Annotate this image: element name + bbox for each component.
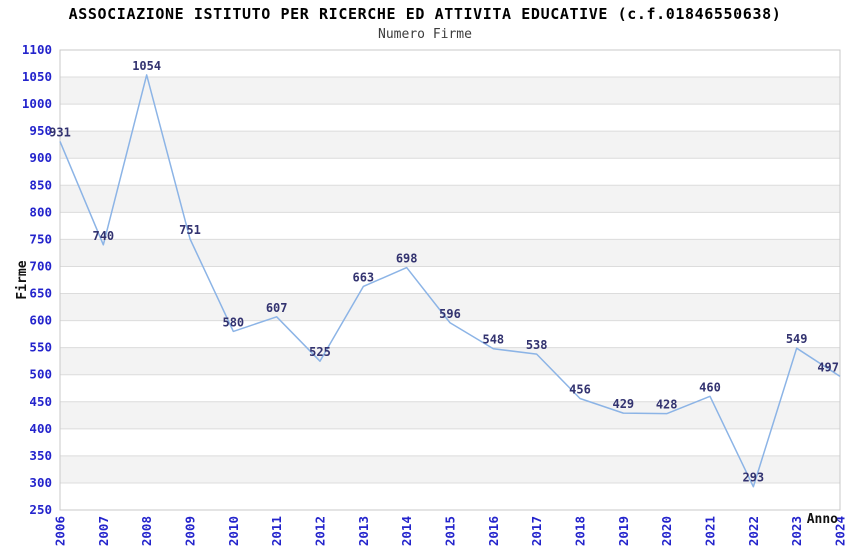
y-tick-label: 900 [29,150,52,165]
y-tick-label: 1100 [22,42,52,57]
y-tick-label: 250 [29,502,52,517]
y-tick-label: 800 [29,204,52,219]
data-label: 497 [817,360,839,374]
data-label: 293 [742,471,764,485]
data-label: 460 [699,380,721,394]
y-tick-label: 750 [29,231,52,246]
x-tick-label: 2013 [356,516,371,546]
x-tick-label: 2020 [659,516,674,546]
x-tick-label: 2023 [789,516,804,546]
x-tick-label: 2015 [443,516,458,546]
chart-subtitle: Numero Firme [378,27,472,42]
data-label: 580 [222,315,244,329]
y-tick-label: 450 [29,394,52,409]
data-label: 596 [439,307,461,321]
x-tick-label: 2011 [269,516,284,546]
y-tick-label: 600 [29,313,52,328]
x-tick-label: 2022 [746,516,761,546]
chart-title: ASSOCIAZIONE ISTITUTO PER RICERCHE ED AT… [68,5,782,23]
plot-band [60,239,840,267]
data-label: 538 [526,338,548,352]
x-tick-label: 2017 [529,516,544,546]
x-tick-label: 2009 [183,516,198,546]
y-tick-label: 700 [29,258,52,273]
data-label: 663 [352,270,374,284]
y-tick-label: 550 [29,340,52,355]
y-axis-title: Firme [15,260,30,299]
data-label: 428 [656,398,678,412]
x-tick-label: 2021 [703,516,718,546]
x-tick-label: 2019 [616,516,631,546]
y-tick-label: 950 [29,123,52,138]
plot-band [60,185,840,213]
data-label: 607 [266,301,288,315]
x-axis-title: Anno [807,512,838,527]
y-tick-label: 1000 [22,96,52,111]
plot-band [60,455,840,483]
plot-band [60,347,840,375]
x-tick-label: 2007 [96,516,111,546]
plot-band [60,293,840,321]
x-tick-label: 2008 [139,516,154,546]
x-tick-label: 2006 [53,516,68,546]
x-tick-label: 2014 [399,516,414,546]
data-label: 1054 [132,59,161,73]
y-tick-label: 650 [29,286,52,301]
data-label: 548 [482,333,504,347]
x-tick-label: 2024 [833,516,848,546]
y-tick-label: 1050 [22,69,52,84]
x-tick-label: 2016 [486,516,501,546]
data-label: 429 [612,397,634,411]
data-label: 549 [786,332,808,346]
data-label: 698 [396,252,418,266]
data-label: 456 [569,383,591,397]
plot-border [59,49,841,511]
plot-band [60,401,840,429]
data-line [59,74,841,488]
y-tick-label: 300 [29,475,52,490]
x-tick-label: 2018 [573,516,588,546]
y-tick-label: 500 [29,367,52,382]
plot-band [60,77,840,105]
data-label: 931 [49,125,71,139]
plot-band [60,131,840,159]
y-tick-label: 400 [29,421,52,436]
data-label: 525 [309,345,331,359]
y-tick-label: 850 [29,177,52,192]
data-label: 751 [179,223,201,237]
data-label: 740 [92,229,114,243]
y-tick-label: 350 [29,448,52,463]
x-tick-label: 2010 [226,516,241,546]
x-tick-label: 2012 [313,516,328,546]
